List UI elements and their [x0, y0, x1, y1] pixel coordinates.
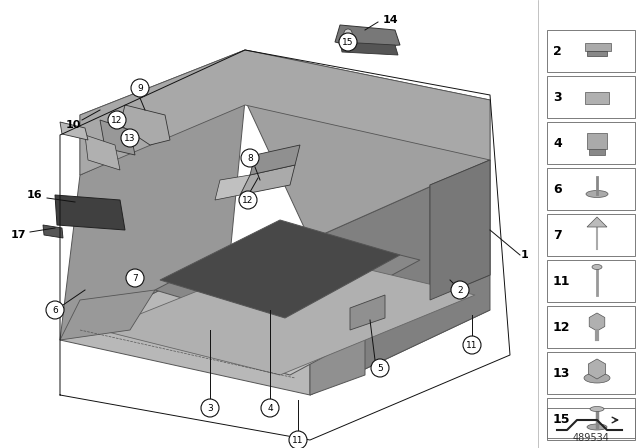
Ellipse shape: [586, 190, 608, 198]
Bar: [547, 122, 635, 164]
Bar: [547, 214, 635, 256]
Circle shape: [131, 79, 149, 97]
Text: 6: 6: [52, 306, 58, 314]
Text: 7: 7: [553, 228, 562, 241]
Circle shape: [463, 336, 481, 354]
Circle shape: [201, 399, 219, 417]
Circle shape: [339, 33, 357, 51]
Text: 10: 10: [65, 120, 81, 130]
Ellipse shape: [584, 373, 610, 383]
Ellipse shape: [590, 406, 604, 412]
Text: 489534: 489534: [573, 433, 609, 443]
Circle shape: [126, 269, 144, 287]
Text: 14: 14: [382, 15, 398, 25]
Polygon shape: [120, 105, 170, 145]
Text: 5: 5: [377, 363, 383, 372]
Text: 12: 12: [243, 195, 253, 204]
Polygon shape: [587, 217, 607, 227]
Bar: [547, 30, 635, 72]
Text: 4: 4: [553, 137, 562, 150]
Text: 4: 4: [267, 404, 273, 413]
Polygon shape: [60, 122, 88, 140]
Text: 9: 9: [137, 83, 143, 92]
Text: 15: 15: [342, 38, 354, 47]
Polygon shape: [60, 100, 245, 340]
Text: 13: 13: [553, 366, 570, 379]
Circle shape: [121, 129, 139, 147]
Polygon shape: [250, 145, 300, 175]
Text: 2: 2: [457, 285, 463, 294]
Text: 1: 1: [521, 250, 529, 260]
Bar: [547, 260, 635, 302]
Polygon shape: [310, 310, 365, 395]
Ellipse shape: [587, 424, 607, 430]
Text: 16: 16: [27, 190, 43, 200]
Bar: [547, 76, 635, 118]
Ellipse shape: [592, 264, 602, 270]
Bar: [547, 306, 635, 348]
Polygon shape: [155, 225, 420, 330]
Text: 3: 3: [553, 90, 562, 103]
Text: 15: 15: [553, 413, 570, 426]
Polygon shape: [330, 200, 425, 260]
Circle shape: [451, 281, 469, 299]
Circle shape: [289, 431, 307, 448]
Text: 2: 2: [553, 44, 562, 57]
Polygon shape: [350, 295, 385, 330]
Circle shape: [371, 359, 389, 377]
Text: 12: 12: [111, 116, 123, 125]
Polygon shape: [240, 165, 295, 195]
Bar: [547, 408, 635, 438]
Bar: [547, 168, 635, 210]
Polygon shape: [60, 255, 490, 395]
Text: 17: 17: [10, 230, 26, 240]
Polygon shape: [43, 225, 63, 238]
Circle shape: [46, 301, 64, 319]
Circle shape: [261, 399, 279, 417]
Circle shape: [108, 111, 126, 129]
Polygon shape: [430, 160, 490, 300]
Text: 7: 7: [132, 273, 138, 283]
Text: 11: 11: [292, 435, 304, 444]
Polygon shape: [85, 135, 120, 170]
Text: 3: 3: [207, 404, 213, 413]
Text: 8: 8: [247, 154, 253, 163]
Bar: [585, 92, 609, 104]
Bar: [587, 133, 607, 149]
Circle shape: [344, 29, 352, 37]
Polygon shape: [100, 120, 135, 155]
Polygon shape: [130, 260, 430, 375]
Polygon shape: [305, 100, 460, 225]
Bar: [547, 352, 635, 394]
Text: 11: 11: [553, 275, 570, 288]
Polygon shape: [310, 160, 490, 395]
Bar: [547, 398, 635, 440]
Polygon shape: [340, 42, 398, 55]
Text: 6: 6: [553, 182, 562, 195]
Circle shape: [241, 149, 259, 167]
Polygon shape: [430, 160, 490, 300]
Polygon shape: [215, 175, 250, 200]
Polygon shape: [100, 252, 475, 375]
Text: 11: 11: [467, 340, 477, 349]
Polygon shape: [60, 290, 155, 340]
Polygon shape: [55, 195, 125, 230]
Bar: [585, 43, 611, 51]
Polygon shape: [335, 25, 400, 48]
Text: 12: 12: [553, 320, 570, 333]
Polygon shape: [80, 50, 490, 175]
Circle shape: [239, 191, 257, 209]
Bar: [587, 51, 607, 56]
Text: 13: 13: [124, 134, 136, 142]
Polygon shape: [80, 50, 490, 240]
Polygon shape: [160, 220, 400, 318]
Bar: [589, 149, 605, 155]
